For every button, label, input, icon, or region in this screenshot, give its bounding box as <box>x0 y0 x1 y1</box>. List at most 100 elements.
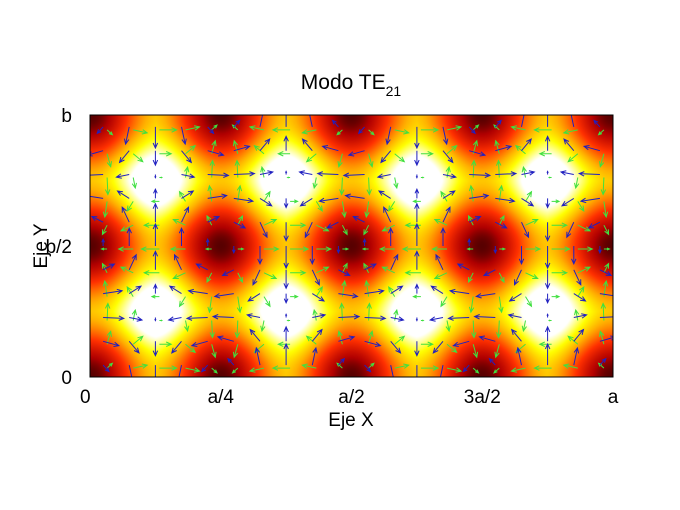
vector-h-arrow <box>315 285 323 297</box>
vector-e-arrow <box>388 226 394 246</box>
vector-e-arrow <box>495 171 518 177</box>
vector-e-arrow <box>579 197 600 204</box>
vector-e-arrow <box>414 222 420 246</box>
vector-e-arrow <box>254 346 261 366</box>
vector-h-arrow <box>126 285 134 297</box>
vector-h-arrow <box>263 190 271 202</box>
vector-h-arrow <box>341 201 347 219</box>
vector-h-arrow <box>533 365 552 371</box>
vector-h-arrow <box>232 139 239 154</box>
vector-h-arrow <box>316 266 330 274</box>
vector-e-arrow <box>364 315 387 321</box>
vector-e-arrow <box>103 288 124 295</box>
vector-h-arrow <box>498 296 504 314</box>
vector-h-arrow <box>467 214 474 226</box>
vector-e-arrow <box>495 145 513 152</box>
vector-h-arrow <box>236 296 243 314</box>
vector-e-arrow <box>507 313 522 319</box>
vector-e-arrow <box>573 313 588 319</box>
vector-e-arrow <box>181 126 187 146</box>
vector-e-arrow <box>488 357 496 366</box>
vector-e-arrow <box>246 313 261 319</box>
vector-h-arrow <box>106 362 114 369</box>
vector-e-arrow <box>338 269 351 277</box>
vector-h-arrow <box>301 363 317 369</box>
vector-e-arrow <box>285 115 287 127</box>
vector-h-arrow <box>510 125 526 131</box>
vector-e-arrow <box>521 221 530 239</box>
vector-e-arrow <box>233 221 247 229</box>
vector-h-arrow <box>378 246 395 252</box>
vector-e-arrow <box>380 150 392 164</box>
vector-h-arrow <box>538 341 552 347</box>
vector-h-arrow <box>312 177 318 190</box>
vector-h-arrow <box>364 279 370 297</box>
vector-e-arrow <box>544 135 551 151</box>
vector-h-arrow <box>597 129 605 136</box>
vector-e-arrow <box>364 340 382 347</box>
vector-e-arrow <box>599 316 613 318</box>
vector-h-arrow <box>336 129 343 136</box>
vector-h-arrow <box>253 144 265 155</box>
vector-e-arrow <box>344 193 365 199</box>
vector-h-arrow <box>206 214 213 226</box>
vector-e-arrow <box>414 250 420 270</box>
vector-e-arrow <box>478 335 496 342</box>
vector-h-arrow <box>562 129 578 135</box>
vector-e-arrow <box>357 126 365 135</box>
vector-h-arrow <box>366 177 372 196</box>
vector-h-arrow <box>237 214 244 226</box>
vector-e-arrow <box>430 285 444 295</box>
vector-e-arrow <box>213 293 234 299</box>
vector-e-arrow <box>318 197 339 204</box>
vector-e-arrow <box>442 173 457 179</box>
vector-h-arrow <box>142 270 160 276</box>
vector-h-arrow <box>290 270 307 276</box>
vector-h-arrow <box>577 224 592 232</box>
vector-h-arrow <box>211 344 217 359</box>
vector-h-arrow <box>237 272 244 284</box>
vector-h-arrow <box>446 367 463 373</box>
vector-e-arrow <box>376 173 391 179</box>
vector-e-arrow <box>152 341 159 357</box>
heatmap-field <box>90 115 613 377</box>
vector-h-arrow <box>420 341 434 347</box>
vector-h-arrow <box>277 151 291 157</box>
vector-h-arrow <box>290 199 299 204</box>
vector-e-arrow <box>521 115 527 128</box>
vector-e-arrow <box>309 246 315 266</box>
vector-h-arrow <box>577 266 592 274</box>
vector-h-arrow <box>420 127 440 133</box>
vector-h-arrow <box>577 201 585 213</box>
vector-e-arrow <box>468 126 476 135</box>
vector-e-arrow <box>153 187 158 199</box>
vector-h-arrow <box>100 247 108 251</box>
vector-h-arrow <box>468 296 475 314</box>
vector-h-arrow <box>445 320 451 333</box>
y-ticks: 0 b/2 b <box>46 106 72 389</box>
vector-e-arrow <box>510 328 522 342</box>
vector-e-arrow <box>414 126 420 150</box>
vector-h-arrow <box>381 266 395 274</box>
vector-e-arrow <box>571 246 577 266</box>
vector-e-arrow <box>364 364 372 373</box>
vector-h-arrow <box>264 246 280 252</box>
vector-e-arrow <box>462 364 470 373</box>
vector-h-arrow <box>102 201 109 219</box>
vector-e-arrow <box>247 293 261 302</box>
vector-h-arrow <box>440 190 448 202</box>
vector-h-arrow <box>603 247 611 251</box>
vector-e-arrow <box>154 365 156 377</box>
vector-h-arrow <box>547 319 552 322</box>
vector-e-arrow <box>513 269 522 286</box>
vector-e-arrow <box>259 115 266 128</box>
vector-e-arrow <box>544 325 551 342</box>
vector-h-arrow <box>119 224 134 232</box>
vector-h-arrow <box>237 247 245 251</box>
vector-e-arrow <box>598 246 602 255</box>
vector-h-arrow <box>305 335 317 345</box>
vector-h-arrow <box>368 129 375 136</box>
vector-e-arrow <box>128 364 135 377</box>
vector-e-arrow <box>516 346 522 366</box>
